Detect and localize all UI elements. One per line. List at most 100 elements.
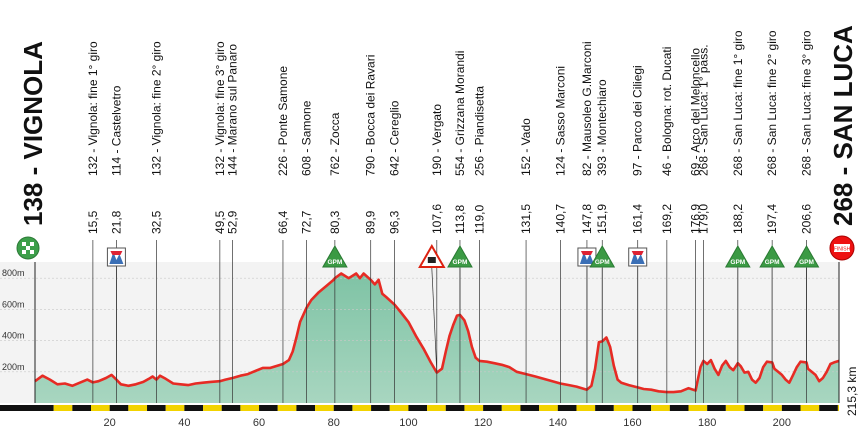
waypoint-place-label: 256 - Piandisetta — [472, 86, 486, 176]
svg-text:GPM: GPM — [765, 259, 780, 266]
waypoint-km-label: 188,2 — [731, 204, 745, 234]
waypoint-place-label: 124 - Sasso Marconi — [553, 66, 567, 176]
x-tick-label: 200 — [773, 417, 791, 429]
waypoint-km-label: 176,9 — [689, 204, 703, 234]
waypoint-km-label: 52,9 — [226, 210, 240, 234]
gpm-icon: GPM — [589, 244, 616, 268]
waypoint-km-label: 131,5 — [519, 204, 533, 234]
svg-text:GPM: GPM — [595, 259, 610, 266]
waypoint-km-label: 161,4 — [631, 204, 645, 234]
km-bar-segment — [203, 405, 222, 411]
km-bar-segment — [595, 405, 614, 411]
x-tick-label: 160 — [623, 417, 641, 429]
icon-callout-line — [431, 267, 438, 373]
waypoint-km-label: 66,4 — [276, 210, 290, 234]
km-bar-segment — [371, 405, 390, 411]
sprint-icon — [577, 247, 597, 267]
km-bar-segment — [296, 405, 316, 411]
start-label: 138 - VIGNOLA — [18, 41, 48, 226]
waypoint-place-label: 69 - Arco del Meloncello — [689, 48, 703, 176]
profile-line — [34, 272, 840, 394]
waypoint-km-label: 21,8 — [109, 210, 123, 234]
waypoint-place-label: 393 - Montechiaro — [595, 79, 609, 176]
km-bar-segment — [352, 405, 372, 411]
km-bar-segment — [669, 405, 689, 411]
waypoint-place-label: 190 - Vergato — [430, 104, 444, 176]
km-bar-segment — [744, 405, 764, 411]
waypoint-place-label: 268 - San Luca: fine 1° giro — [731, 30, 745, 176]
km-bar-segment — [277, 405, 297, 411]
sprint-icon — [106, 247, 126, 267]
waypoint-km-label: 140,7 — [553, 204, 567, 234]
waypoint-km-label: 49,5 — [213, 210, 227, 234]
y-tick-label: 200m — [2, 362, 25, 372]
waypoint-place-label: 132 - Vignola: fine 3° giro — [213, 41, 227, 176]
waypoint-km-label: 169,2 — [660, 204, 674, 234]
km-bar-segment — [632, 405, 652, 411]
waypoint-km-label: 96,3 — [388, 210, 402, 234]
svg-text:GPM: GPM — [327, 259, 342, 266]
km-bar-segment — [539, 405, 558, 411]
km-bar-segment — [557, 405, 577, 411]
svg-text:GPM: GPM — [799, 259, 814, 266]
km-bar-segment — [837, 405, 839, 411]
waypoint-place-label: 46 - Bologna: rot. Ducati — [660, 47, 674, 176]
waypoint-place-label: 762 - Zocca — [328, 112, 342, 176]
km-bar-segment — [240, 405, 260, 411]
x-tick-label: 180 — [698, 417, 716, 429]
waypoint-place-label: 132 - Vignola: fine 1° giro — [86, 41, 100, 176]
gpm-icon: GPM — [322, 244, 348, 268]
waypoint-place-label: 790 - Bocca dei Ravari — [364, 55, 378, 176]
x-tick-label: 80 — [328, 417, 340, 429]
x-tick-label: 120 — [474, 417, 492, 429]
total-distance-label: 215,3 km — [845, 367, 859, 416]
km-bar-segment — [221, 405, 241, 411]
km-bar-segment — [389, 405, 409, 411]
waypoint-place-label: 268 - San Luca: fine 3° giro — [800, 30, 814, 176]
waypoint-place-label: 132 - Vignola: fine 2° giro — [149, 41, 163, 176]
svg-text:FINISH: FINISH — [834, 247, 851, 253]
km-bar-segment — [72, 405, 92, 411]
x-tick-label: 20 — [104, 417, 116, 429]
svg-text:GPM: GPM — [730, 259, 745, 266]
km-bar-segment — [91, 405, 110, 411]
km-bar-segment — [445, 405, 465, 411]
waypoint-place-label: 268 - San Luca: 1° pass. — [696, 44, 710, 176]
km-bar-segment — [147, 405, 166, 411]
km-bar-segment — [688, 405, 708, 411]
km-bar-segment — [483, 405, 502, 411]
waypoint-km-label: 206,6 — [800, 204, 814, 234]
waypoint-place-label: 642 - Cereglio — [388, 100, 402, 176]
km-bar-segment — [464, 405, 484, 411]
km-bar-segment — [165, 405, 185, 411]
km-bar-start — [0, 405, 35, 411]
gpm-icon: GPM — [724, 244, 751, 268]
feed-zone-icon — [418, 243, 446, 268]
svg-text:GPM: GPM — [453, 259, 468, 266]
km-bar-segment — [576, 405, 596, 411]
finish-arrivo-icon: FINISH — [829, 235, 855, 261]
waypoint-place-label: 554 - Grizzana Morandi — [453, 51, 467, 176]
gpm-icon: GPM — [793, 244, 820, 268]
waypoint-km-label: 179,0 — [696, 204, 710, 234]
waypoint-km-label: 89,9 — [364, 210, 378, 234]
gpm-icon: GPM — [759, 244, 786, 268]
y-tick-label: 600m — [2, 299, 25, 309]
km-bar-segment — [128, 405, 148, 411]
km-bar-segment — [501, 405, 521, 411]
km-bar-segment — [781, 405, 801, 411]
km-bar-segment — [259, 405, 278, 411]
km-bar-segment — [427, 405, 446, 411]
sprint-icon — [628, 247, 648, 267]
waypoint-km-label: 80,3 — [328, 210, 342, 234]
waypoint-km-label: 113,8 — [453, 205, 467, 234]
km-bar-segment — [800, 405, 820, 411]
finish-label: 268 - SAN LUCA — [828, 25, 858, 226]
waypoint-place-label: 97 - Parco dei Ciliegi — [631, 65, 645, 176]
waypoint-km-label: 197,4 — [765, 204, 779, 234]
waypoint-place-label: 144 - Marano sul Panaro — [226, 44, 240, 176]
km-bar-segment — [520, 405, 540, 411]
x-tick-label: 60 — [253, 417, 265, 429]
km-bar-segment — [707, 405, 726, 411]
